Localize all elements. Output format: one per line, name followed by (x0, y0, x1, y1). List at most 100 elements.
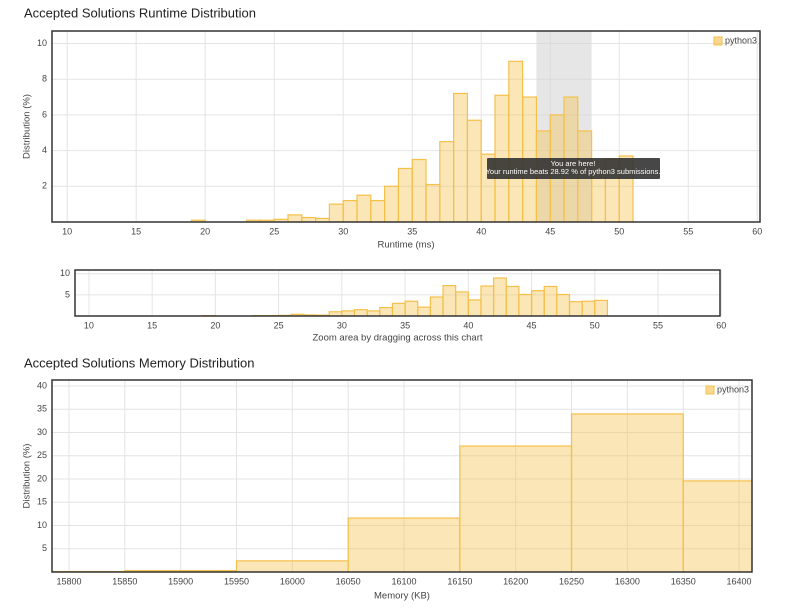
bar (411, 158, 427, 222)
x-axis-label: Memory (KB) (374, 591, 430, 602)
bar (379, 306, 394, 316)
x-tick-label: 16200 (503, 576, 528, 586)
bar (568, 301, 583, 316)
section-title: Accepted Solutions Memory Distribution (24, 355, 255, 370)
y-axis-label: Distribution (%) (22, 94, 33, 159)
bar (467, 299, 482, 316)
bar (342, 199, 358, 222)
y-tick-label: 6 (42, 109, 47, 119)
x-tick-label: 16100 (391, 576, 416, 586)
bar (493, 277, 507, 316)
y-tick-label: 35 (37, 404, 47, 414)
x-tick-label: 10 (62, 226, 72, 236)
plot-frame (51, 379, 753, 573)
x-tick-label: 45 (527, 320, 537, 330)
x-tick-label: 15800 (56, 576, 81, 586)
x-tick-label: 15900 (168, 576, 193, 586)
x-tick-label: 60 (752, 226, 762, 236)
bar (570, 413, 684, 572)
x-tick-label: 55 (653, 320, 663, 330)
y-tick-label: 8 (42, 74, 47, 84)
tooltip-text: Your runtime beats 28.92 % of python3 su… (486, 167, 661, 176)
x-tick-label: 16400 (727, 576, 752, 586)
y-axis-label: Distribution (%) (22, 444, 33, 509)
bar (581, 300, 596, 316)
bar (328, 203, 344, 222)
bar (505, 285, 520, 316)
x-tick-label: 16250 (559, 576, 584, 586)
bar (287, 214, 303, 222)
bar (429, 296, 444, 316)
bars (52, 413, 752, 572)
x-tick-label: 16150 (447, 576, 472, 586)
bar (556, 293, 571, 316)
x-tick-label: 16000 (280, 576, 305, 586)
x-tick-label: 20 (210, 320, 220, 330)
y-tick-label: 25 (37, 450, 47, 460)
x-tick-label: 50 (614, 226, 624, 236)
x-tick-label: 25 (274, 320, 284, 330)
y-tick-label: 10 (37, 520, 47, 530)
y-tick-label: 5 (42, 543, 47, 553)
tooltip (487, 158, 660, 179)
x-tick-label: 40 (476, 226, 486, 236)
x-axis-label: Zoom area by dragging across this chart (312, 333, 482, 344)
x-tick-label: 16050 (336, 576, 361, 586)
bar (384, 185, 400, 222)
x-tick-label: 55 (683, 226, 693, 236)
bar (397, 167, 413, 222)
x-axis-label: Runtime (ms) (377, 240, 434, 251)
legend-swatch (713, 36, 723, 46)
bar (417, 306, 431, 316)
y-tick-label: 4 (42, 145, 47, 155)
y-tick-label: 2 (42, 181, 47, 191)
bar (391, 302, 406, 316)
x-tick-label: 15950 (224, 576, 249, 586)
bar (442, 285, 457, 316)
y-tick-label: 5 (65, 289, 70, 299)
bar (530, 290, 545, 316)
plot-frame (74, 269, 721, 317)
bars (190, 60, 634, 222)
legend-swatch (705, 385, 715, 395)
bar (341, 310, 356, 316)
bar (466, 119, 482, 222)
bar (439, 141, 455, 222)
x-tick-label: 15 (131, 226, 141, 236)
bar (543, 285, 558, 316)
y-tick-label: 15 (37, 497, 47, 507)
legend-label: python3 (725, 35, 757, 45)
bar (459, 445, 573, 572)
x-tick-label: 15 (147, 320, 157, 330)
x-tick-label: 40 (463, 320, 473, 330)
x-tick-label: 60 (716, 320, 726, 330)
bar (682, 480, 752, 572)
section-title: Accepted Solutions Runtime Distribution (24, 5, 256, 20)
x-tick-label: 16300 (615, 576, 640, 586)
x-tick-label: 35 (407, 226, 417, 236)
y-tick-label: 10 (37, 38, 47, 48)
y-tick-label: 40 (37, 380, 47, 390)
y-tick-label: 30 (37, 427, 47, 437)
bars (202, 277, 609, 316)
bar (370, 199, 386, 222)
x-tick-label: 50 (590, 320, 600, 330)
bar (235, 560, 349, 572)
bar (508, 60, 524, 222)
bar (453, 92, 469, 222)
x-tick-label: 35 (400, 320, 410, 330)
bar (518, 293, 533, 316)
bar (404, 300, 419, 316)
x-tick-label: 45 (545, 226, 555, 236)
y-tick-label: 10 (60, 268, 70, 278)
bar (366, 310, 381, 316)
legend-label: python3 (717, 384, 749, 394)
y-tick-label: 20 (37, 473, 47, 483)
x-tick-label: 16350 (671, 576, 696, 586)
bar (347, 517, 461, 572)
bar (594, 299, 609, 316)
bar (353, 309, 368, 316)
plot-frame (51, 30, 761, 223)
bar (455, 291, 469, 316)
